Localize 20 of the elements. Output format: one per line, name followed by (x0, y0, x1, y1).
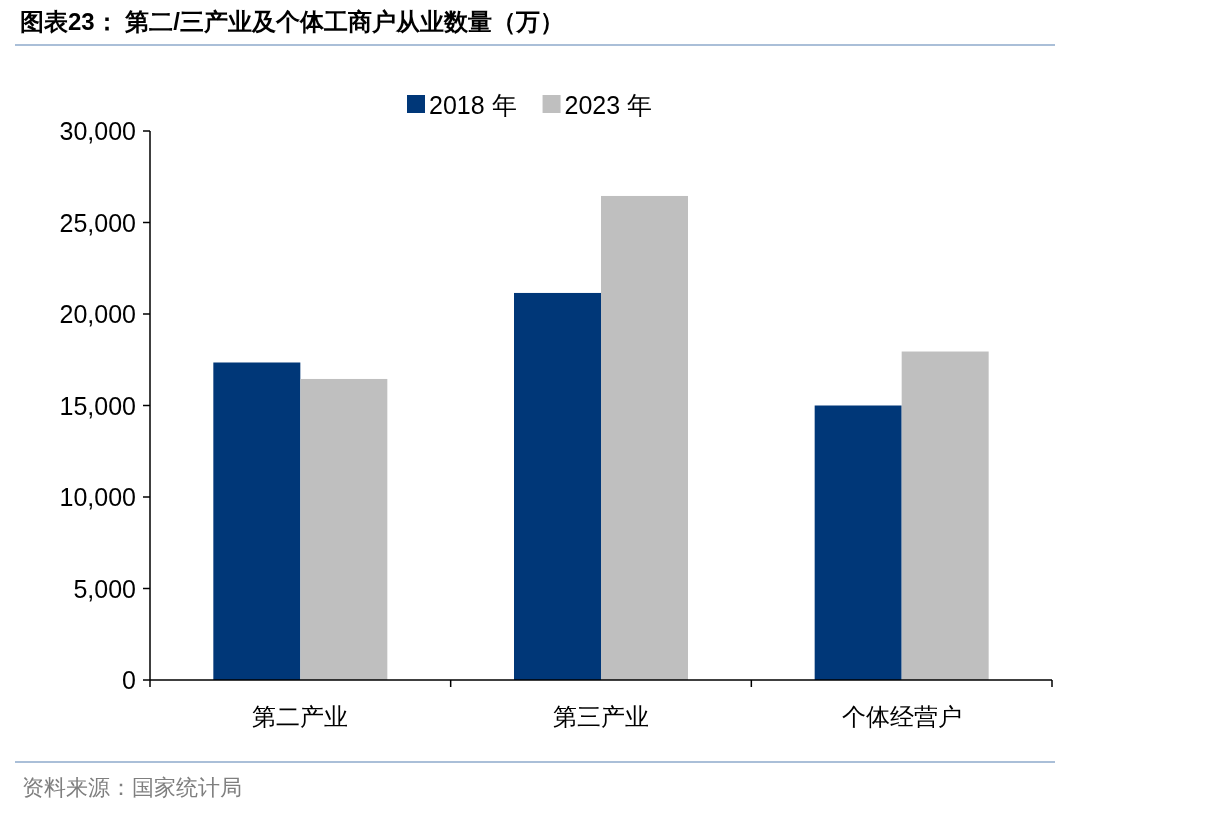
bar (901, 351, 989, 680)
x-tick-label: 第三产业 (553, 703, 649, 730)
bar (213, 362, 301, 680)
y-tick-label: 20,000 (59, 300, 136, 328)
chart-title: 图表23： 第二/三产业及个体工商户从业数量（万） (20, 8, 565, 35)
y-tick-label: 25,000 (59, 208, 136, 237)
legend-label: 2018 年 (429, 91, 517, 119)
bar (814, 405, 902, 680)
bar (300, 378, 388, 680)
y-tick-label: 15,000 (59, 391, 136, 420)
y-tick-label: 5,000 (73, 574, 136, 603)
x-tick-label: 第二产业 (252, 703, 349, 730)
bar (514, 292, 601, 680)
y-tick-label: 0 (122, 666, 136, 694)
bar (601, 195, 688, 680)
y-tick-label: 10,000 (59, 483, 136, 511)
x-tick-label: 个体经营户 (841, 703, 962, 730)
y-tick-label: 30,000 (59, 117, 136, 145)
legend-label: 2023 年 (564, 91, 653, 119)
text: 资料来源：国家统计局 (22, 775, 242, 800)
